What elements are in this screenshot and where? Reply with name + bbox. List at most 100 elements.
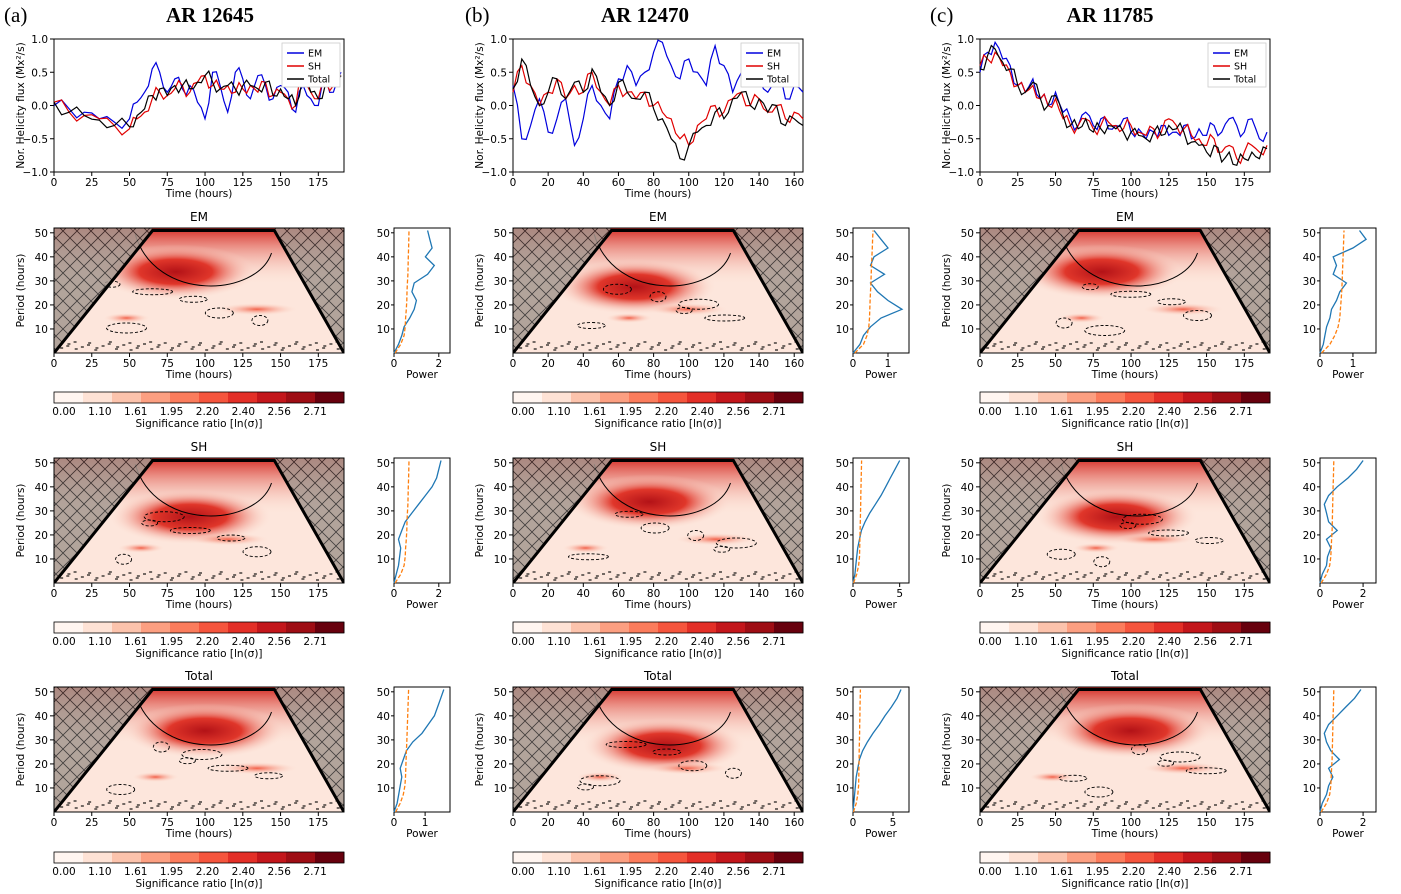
colorbar-segment (980, 852, 1010, 863)
legend-label-em: EM (767, 49, 781, 60)
y-tick-label: 10 (377, 554, 390, 566)
dashed-contour (1058, 774, 1088, 782)
y-axis-label: Nor. Helicity flux (Mx²/s) (474, 42, 486, 168)
dashed-contour (1055, 317, 1073, 329)
x-tick-label: 100 (679, 817, 699, 829)
colorbar-tick-label: 1.61 (583, 636, 606, 648)
y-axis-label: Period (hours) (941, 484, 953, 558)
colorbar-segment (600, 852, 630, 863)
x-tick-label: 0 (1317, 588, 1324, 600)
x-tick-label: 25 (85, 358, 98, 370)
dashed-contour (106, 322, 147, 334)
legend-label-sh: SH (767, 62, 780, 73)
colorbar-segment (1067, 852, 1097, 863)
colorbar-segment (745, 852, 775, 863)
colorbar-tick-label: 1.61 (124, 406, 147, 418)
y-tick-label: 10 (377, 783, 390, 795)
colorbar-segment (716, 852, 746, 863)
legend-label-total: Total (1233, 75, 1256, 86)
colorbar-segment (1038, 852, 1068, 863)
wavelet-em: EM 10 20 30 40 50 Period (hours) 0 25 50 75 100 125 1… (941, 210, 1271, 381)
x-tick-label: 120 (714, 358, 734, 370)
x-tick-label: 60 (612, 817, 625, 829)
x-tick-label: 125 (233, 177, 253, 189)
significance-region (1142, 762, 1224, 775)
colorbar-tick-label: 1.61 (1050, 636, 1073, 648)
y-tick-label: 40 (494, 252, 507, 264)
wavelet-title: Total (184, 669, 213, 683)
colorbar-segment (315, 392, 345, 403)
colorbar-tick-label: 2.71 (762, 636, 785, 648)
x-tick-label: 150 (1197, 817, 1217, 829)
colorbar-label: Significance ratio [ln(σ)] (594, 648, 721, 660)
x-tick-label: 120 (714, 177, 734, 189)
x-tick-label: 50 (123, 588, 136, 600)
y-axis-label: Period (hours) (941, 254, 953, 328)
significance-region (216, 762, 298, 775)
x-tick-label: 0 (977, 358, 984, 370)
colorbar-tick-label: 0.00 (52, 406, 75, 418)
colorbar-segment (1154, 392, 1184, 403)
colorbar-segment (774, 852, 804, 863)
colorbar-segment (571, 622, 601, 633)
colorbar-segment (141, 852, 171, 863)
dashed-contour (724, 767, 742, 779)
x-tick-label: 125 (233, 588, 253, 600)
colorbar-segment (1183, 392, 1213, 403)
colorbar-segment (1125, 622, 1155, 633)
colorbar-segment (112, 392, 142, 403)
wavelet-field (54, 458, 344, 583)
colorbar-segment (1125, 392, 1155, 403)
power-curve (852, 230, 904, 354)
wavelet-frame (512, 227, 804, 354)
dashed-contour (704, 314, 746, 322)
y-axis-label: Nor. Helicity flux (Mx²/s) (941, 42, 953, 168)
colorbar-segment (83, 852, 113, 863)
x-tick-label: 100 (679, 588, 699, 600)
x-tick-label: 75 (1087, 358, 1100, 370)
x-tick-label: 120 (714, 588, 734, 600)
power-curve (1319, 230, 1368, 354)
colorbar-segment (716, 392, 746, 403)
x-tick-label: 175 (1234, 358, 1254, 370)
x-tick-label: 80 (647, 588, 660, 600)
x-tick-label: 40 (577, 177, 590, 189)
x-tick-label: 2 (1360, 817, 1367, 829)
y-tick-label: 40 (35, 252, 48, 264)
dashed-contour (576, 322, 606, 329)
significance-curve (1320, 689, 1335, 813)
y-tick-label: 20 (494, 530, 507, 542)
significance-region (1113, 533, 1195, 546)
series-line-total (979, 44, 1268, 167)
x-tick-label: 175 (308, 177, 328, 189)
significance-region (187, 533, 269, 546)
y-tick-label: 50 (377, 458, 390, 470)
series-line-total (512, 57, 804, 161)
colorbar-tick-label: 2.71 (1229, 636, 1252, 648)
y-tick-label: 40 (836, 482, 849, 494)
significance-curve (1321, 230, 1345, 354)
x-tick-label: 25 (1011, 177, 1024, 189)
x-tick-label: 0 (1317, 817, 1324, 829)
x-axis-label: Time (hours) (624, 369, 692, 381)
y-tick-label: 30 (377, 735, 390, 747)
flux-plot: 1.0 0.5 0.0 −0.5 −1.00 25 50 75 100 125 150 175 Time… (941, 34, 1271, 200)
y-tick-label: 20 (836, 759, 849, 771)
y-tick-label: 1.0 (957, 34, 974, 46)
colorbar-segment (629, 392, 659, 403)
colorbar-segment (1241, 392, 1271, 403)
significance-region (132, 772, 179, 782)
colorbar-tick-label: 2.71 (303, 866, 326, 878)
colorbar-tick-label: 2.71 (303, 636, 326, 648)
colorbar-tick-label: 2.56 (1194, 866, 1218, 878)
y-tick-label: 10 (1303, 783, 1316, 795)
wavelet-field (54, 228, 344, 353)
y-tick-label: 20 (961, 300, 974, 312)
x-tick-label: 125 (233, 358, 253, 370)
y-tick-label: 50 (1303, 458, 1316, 470)
y-tick-label: 0.5 (957, 67, 974, 79)
y-tick-label: 20 (1303, 759, 1316, 771)
